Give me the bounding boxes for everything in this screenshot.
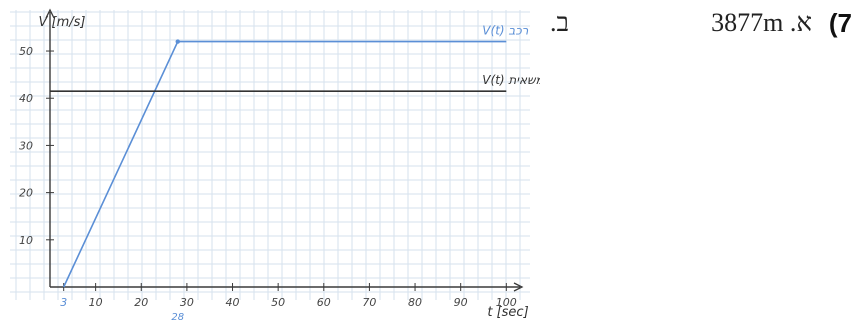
x-tick-label: 100 <box>496 296 517 309</box>
x-tick-label: 50 <box>271 296 285 309</box>
x-axis-label: t [sec] <box>487 305 528 320</box>
y-tick-label: 40 <box>19 92 33 105</box>
y-axis-label: V [m/s] <box>39 15 86 30</box>
y-tick-label: 50 <box>19 45 33 58</box>
x-tick-label: 20 <box>134 296 148 309</box>
x-tick-label: 90 <box>454 296 468 309</box>
y-tick-label: 30 <box>19 139 33 152</box>
y-tick-label: 10 <box>19 234 33 247</box>
item-a-value: 3877m <box>711 8 784 37</box>
answer-text: 7) א. 3877m ב. <box>550 6 860 46</box>
y-tick-label: 20 <box>19 187 33 200</box>
x-tick-label: 40 <box>226 296 240 309</box>
grid-lines <box>10 10 530 300</box>
tick-labels: 3 10 20 30 40 50 60 70 80 90 100 28 10 20 30 40 50 <box>19 45 517 322</box>
graph-svg: 3 10 20 30 40 50 60 70 80 90 100 28 10 20 30 40 50 רכב V… <box>10 8 541 322</box>
x-tick-label: 80 <box>408 296 422 309</box>
series-label: רכב V(t) <box>482 24 528 38</box>
velocity-time-graph: 3 10 20 30 40 50 60 70 80 90 100 28 10 20 30 40 50 רכב V… <box>10 8 541 322</box>
series-label: משאית V(t) <box>482 73 540 87</box>
answer-item-b: ב. <box>550 8 570 37</box>
y-axis-arrow <box>45 8 55 19</box>
item-a-label: א. <box>789 8 812 37</box>
x-axis-arrow <box>513 282 524 292</box>
data-point <box>175 39 180 44</box>
axes <box>45 8 524 292</box>
x-tick-label: 60 <box>317 296 331 309</box>
x-tick-label: 3 <box>60 296 67 309</box>
x-tick-label: 10 <box>89 296 103 309</box>
x-tick-label: 70 <box>362 296 376 309</box>
x-tick-label-extra: 28 <box>171 312 184 322</box>
x-tick-label: 30 <box>180 296 194 309</box>
axis-and-series-labels: רכב V(t) משאית V(t) t [sec] V [m/s] <box>39 15 541 320</box>
question-number: 7) <box>828 8 852 38</box>
answer-item-a: א. 3877m <box>711 8 812 38</box>
data-series <box>50 39 507 288</box>
